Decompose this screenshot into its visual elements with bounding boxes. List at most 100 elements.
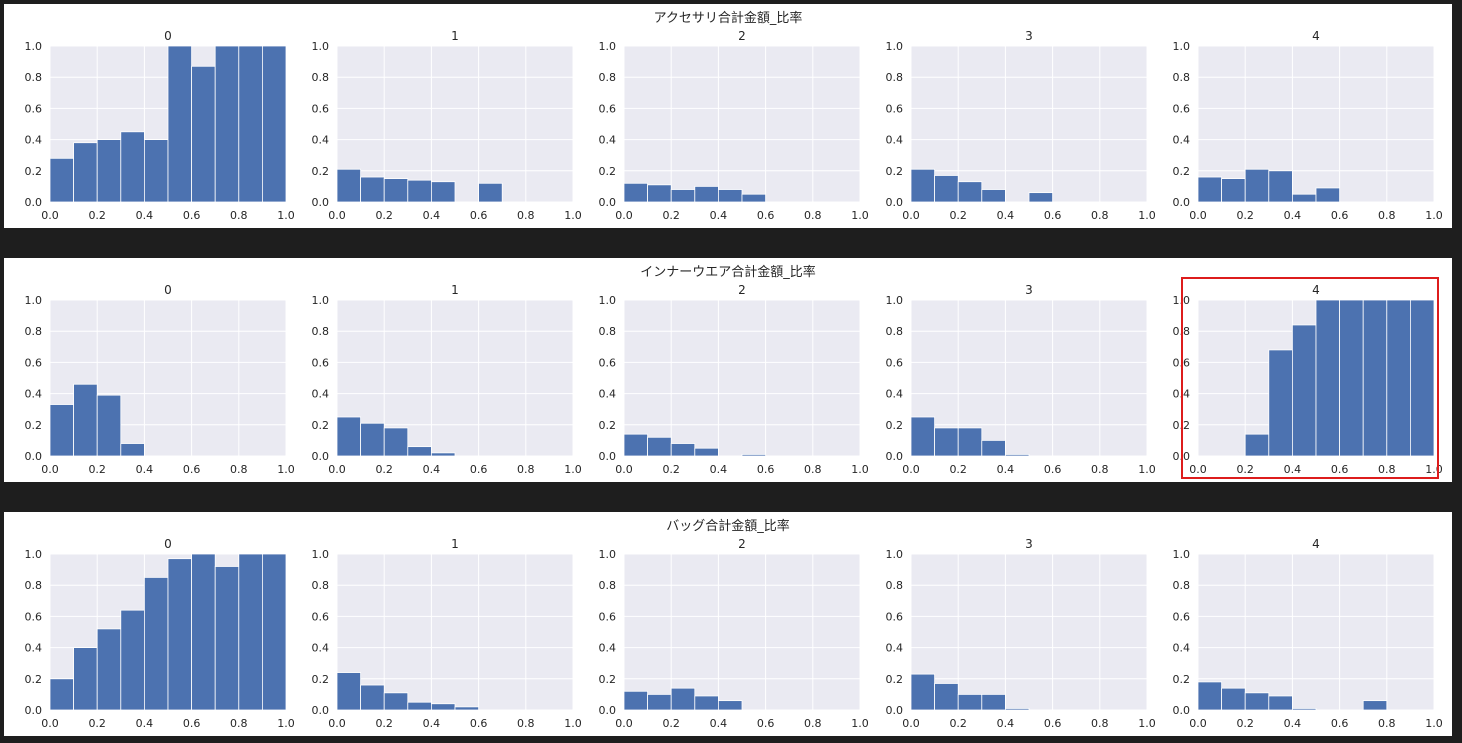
x-tick-label: 0.0 [41,209,59,222]
x-tick-label: 0.6 [757,209,775,222]
y-tick-label: 0.2 [1173,165,1191,178]
x-tick-label: 0.8 [230,717,248,730]
histogram-bar [261,45,287,203]
histogram-bar [1244,692,1270,711]
histogram-bar [1292,708,1317,711]
y-tick-label: 0.8 [599,579,617,592]
histogram-bar [934,175,959,203]
histogram-bar [336,672,362,711]
histogram-bar [694,185,719,203]
histogram-bar [934,683,959,711]
x-tick-label: 0.0 [1189,463,1207,476]
x-tick-label: 0.4 [997,717,1015,730]
y-tick-label: 0.4 [1173,134,1191,147]
histogram-bar [360,422,385,457]
subplot-bag-0: 0 0.0 0.2 0.4 0.6 0.8 1.0 0.0 0.2 0.4 0.6 0.8 1.0 [25,537,295,730]
histogram-bar [981,693,1006,711]
x-tick-label: 0.4 [1284,463,1302,476]
histogram-bar [647,436,672,457]
x-tick-label: 0.4 [423,717,441,730]
y-tick-label: 0.6 [886,102,904,115]
subplot-title: 4 [1312,29,1320,43]
y-tick-label: 0.2 [599,165,617,178]
histogram-bar [49,404,75,457]
x-tick-label: 0.4 [710,209,728,222]
x-tick-label: 0.0 [41,463,59,476]
x-tick-label: 0.8 [1091,717,1109,730]
y-tick-label: 0.0 [312,704,330,717]
y-tick-label: 0.8 [599,325,617,338]
x-tick-label: 0.6 [470,209,488,222]
subplot-title: 4 [1312,283,1320,297]
y-tick-label: 1.0 [599,40,617,53]
histogram-bar [1005,708,1030,711]
y-tick-label: 0.0 [886,196,904,209]
x-tick-label: 0.8 [1378,209,1396,222]
y-tick-label: 0.8 [599,71,617,84]
x-tick-label: 0.2 [949,463,967,476]
y-tick-label: 0.8 [25,325,43,338]
subplot-innerwear-2: 2 0.0 0.2 0.4 0.6 0.8 1.0 0.0 0.2 0.4 0.6 0.8 1.0 [599,283,869,476]
x-tick-label: 0.2 [88,717,106,730]
chart-bag: バッグ合計金額_比率 0 0.0 0.2 0.4 0.6 0.8 1.0 0.0 0.2 0.4 0.… [25,518,1443,730]
y-tick-label: 0.8 [886,325,904,338]
histogram-bar [167,558,193,711]
y-tick-label: 0.4 [312,388,330,401]
y-tick-label: 1.0 [1173,548,1191,561]
y-tick-label: 0.0 [599,704,617,717]
x-tick-label: 1.0 [564,209,582,222]
histogram-bar [360,176,385,203]
y-tick-label: 0.4 [886,388,904,401]
y-tick-label: 1.0 [25,294,43,307]
x-tick-label: 0.0 [902,209,920,222]
histogram-bar [96,628,122,711]
plot-area [337,554,573,710]
subplot-title: 3 [1025,283,1033,297]
histogram-bar [478,182,503,203]
x-tick-label: 0.0 [615,209,633,222]
x-tick-label: 0.6 [1331,717,1349,730]
plot-area [1198,46,1434,202]
x-tick-label: 0.4 [1284,717,1302,730]
y-tick-label: 0.8 [25,579,43,592]
subplot-title: 2 [738,537,746,551]
subplot-title: 1 [451,283,459,297]
y-tick-label: 0.8 [1173,579,1191,592]
histogram-bar [1315,299,1341,457]
y-tick-label: 1.0 [312,294,330,307]
figure-title: インナーウエア合計金額_比率 [640,264,816,280]
chart-accessory: アクセサリ合計金額_比率 0 0.0 0.2 0.4 0.6 0.8 1.0 0.0 0.2 0.4… [25,10,1443,222]
x-tick-label: 0.6 [1331,463,1349,476]
y-tick-label: 0.4 [886,134,904,147]
histogram-bar [120,131,145,203]
y-tick-label: 0.8 [312,71,330,84]
histogram-bar [1362,299,1388,457]
y-tick-label: 0.4 [886,642,904,655]
x-tick-label: 0.0 [328,717,346,730]
y-tick-label: 1.0 [25,548,43,561]
histogram-bar [957,693,983,711]
histogram-bar [910,673,936,711]
histogram-bar [238,553,263,711]
histogram-bar [1221,178,1246,203]
x-tick-label: 0.8 [1091,463,1109,476]
subplot-title: 2 [738,29,746,43]
x-tick-label: 0.2 [662,463,680,476]
y-tick-label: 0.4 [25,134,43,147]
x-tick-label: 0.0 [1189,717,1207,730]
subplot-accessory-2: 2 0.0 0.2 0.4 0.6 0.8 1.0 0.0 0.2 0.4 0.6 0.8 1.0 [599,29,869,222]
y-tick-label: 0.0 [312,450,330,463]
x-tick-label: 0.6 [1331,209,1349,222]
x-tick-label: 0.8 [230,209,248,222]
highlight-box [1181,277,1439,479]
histogram-bar [957,427,983,457]
y-tick-label: 0.2 [312,165,330,178]
y-tick-label: 0.4 [312,642,330,655]
y-tick-label: 0.4 [599,388,617,401]
histogram-bar [214,566,240,711]
histogram-bar [1197,176,1223,203]
x-tick-label: 1.0 [851,209,869,222]
subplot-accessory-4: 4 0.0 0.2 0.4 0.6 0.8 1.0 0.0 0.2 0.4 0.6 0.8 1.0 [1173,29,1443,222]
y-tick-label: 1.0 [312,40,330,53]
